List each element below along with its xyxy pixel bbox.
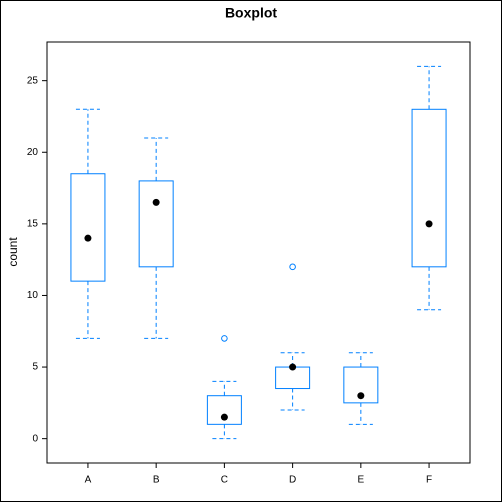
y-axis-label: count xyxy=(6,237,20,267)
box xyxy=(343,366,379,404)
y-tick-label: 20 xyxy=(27,147,39,158)
box xyxy=(411,108,447,268)
median-dot xyxy=(425,220,433,228)
box xyxy=(206,395,242,425)
x-tick-label: D xyxy=(289,475,296,486)
panel-frame xyxy=(46,41,471,464)
x-tick-label: F xyxy=(426,475,432,486)
median-dot xyxy=(84,234,92,242)
chart-title: Boxplot xyxy=(225,5,277,21)
box xyxy=(70,173,106,282)
y-tick-label: 0 xyxy=(32,433,38,444)
x-tick-label: A xyxy=(85,475,92,486)
median-dot xyxy=(289,363,297,371)
median-dot xyxy=(220,413,228,421)
median-dot xyxy=(357,392,365,400)
y-tick-label: 10 xyxy=(27,290,39,301)
x-tick-label: C xyxy=(221,475,228,486)
y-tick-label: 5 xyxy=(32,362,38,373)
y-tick-label: 15 xyxy=(27,219,39,230)
x-tick-label: E xyxy=(358,475,365,486)
y-tick-label: 25 xyxy=(27,75,39,86)
outlier xyxy=(221,335,228,342)
median-dot xyxy=(152,198,160,206)
box xyxy=(138,180,174,268)
outlier xyxy=(289,263,296,271)
x-tick-label: B xyxy=(153,475,160,486)
